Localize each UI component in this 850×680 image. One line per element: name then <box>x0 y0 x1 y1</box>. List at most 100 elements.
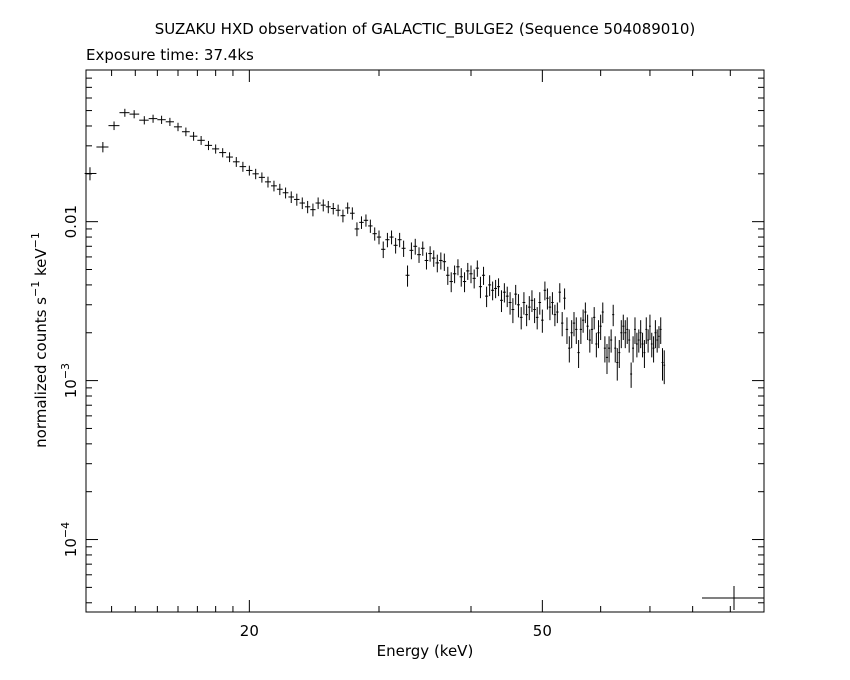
data-point <box>511 298 515 324</box>
data-point <box>519 307 523 330</box>
data-point <box>148 114 158 123</box>
data-point <box>212 144 220 154</box>
data-point <box>478 276 482 299</box>
data-point <box>330 203 336 215</box>
data-point <box>446 266 450 285</box>
data-point <box>525 304 528 327</box>
data-point <box>541 309 544 333</box>
data-point <box>385 232 390 248</box>
data-point <box>608 336 611 363</box>
data-point <box>543 281 547 301</box>
y-tick-label: 0.01 <box>62 205 80 238</box>
data-point <box>588 329 591 353</box>
data-point <box>439 252 443 270</box>
data-point <box>282 187 289 199</box>
data-point <box>325 200 331 214</box>
data-point <box>616 348 619 381</box>
data-point <box>252 168 259 180</box>
data-point <box>649 314 651 341</box>
data-point <box>475 260 479 277</box>
data-point <box>635 332 638 358</box>
data-point <box>459 268 463 287</box>
data-point <box>181 127 190 137</box>
data-point <box>129 110 140 119</box>
data-point <box>84 167 97 181</box>
data-point <box>533 298 536 324</box>
data-point <box>485 286 489 308</box>
data-point <box>586 314 589 341</box>
data-point <box>340 209 346 223</box>
data-point <box>551 292 554 315</box>
data-point <box>452 265 457 284</box>
data-point <box>558 283 561 303</box>
data-point <box>641 332 644 358</box>
data-point <box>456 259 460 276</box>
data-point <box>424 252 429 270</box>
data-point <box>652 336 655 363</box>
data-point <box>556 302 559 324</box>
data-point <box>335 204 341 217</box>
data-point <box>560 312 564 337</box>
data-point <box>494 279 498 299</box>
data-point <box>413 238 418 255</box>
data-point <box>417 247 421 263</box>
data-point <box>605 343 609 375</box>
data-point <box>466 262 470 280</box>
x-tick-label: 20 <box>240 622 259 640</box>
data-point <box>359 216 364 229</box>
data-point <box>630 362 633 388</box>
data-point <box>553 304 557 327</box>
data-point <box>119 108 130 117</box>
data-point <box>658 326 660 349</box>
data-point <box>546 288 549 310</box>
data-point <box>435 254 440 273</box>
data-point <box>614 336 617 363</box>
data-point <box>514 284 518 305</box>
data-point <box>500 290 503 313</box>
data-point <box>584 302 587 324</box>
data-point <box>108 121 120 131</box>
data-point <box>288 191 295 204</box>
data-point <box>397 232 402 248</box>
data-point <box>597 320 600 349</box>
data-point <box>575 317 578 344</box>
data-points <box>84 108 666 388</box>
data-point <box>663 350 666 385</box>
data-point <box>381 241 386 259</box>
data-point <box>618 340 621 369</box>
data-point <box>505 286 509 308</box>
data-point <box>197 135 205 145</box>
data-point <box>628 329 631 353</box>
background-error-bar <box>702 586 764 610</box>
data-point <box>565 317 569 344</box>
data-point <box>581 309 585 333</box>
data-point <box>530 290 534 313</box>
data-point <box>376 230 382 245</box>
data-point <box>508 292 512 315</box>
data-point <box>372 227 377 241</box>
data-point <box>368 219 373 233</box>
data-point <box>442 253 447 271</box>
data-point <box>491 281 495 301</box>
data-point <box>320 199 326 212</box>
data-point <box>593 307 596 330</box>
data-point <box>389 230 394 245</box>
x-tick-labels: 20 50 <box>240 622 552 640</box>
data-point <box>139 116 149 125</box>
data-point <box>626 317 629 344</box>
data-point <box>650 332 653 358</box>
data-point <box>535 307 539 330</box>
data-point <box>645 317 648 344</box>
data-point <box>548 296 552 321</box>
data-point <box>656 329 659 353</box>
data-point <box>226 152 233 163</box>
data-point <box>310 203 316 217</box>
data-point <box>647 329 650 353</box>
data-point <box>345 202 351 214</box>
plot-frame <box>85 69 765 613</box>
data-point <box>246 165 253 176</box>
data-point <box>428 246 432 262</box>
y-tick-label: 10−3 <box>59 363 80 398</box>
data-point <box>204 140 213 151</box>
x-axis-label: Energy (keV) <box>377 642 474 660</box>
